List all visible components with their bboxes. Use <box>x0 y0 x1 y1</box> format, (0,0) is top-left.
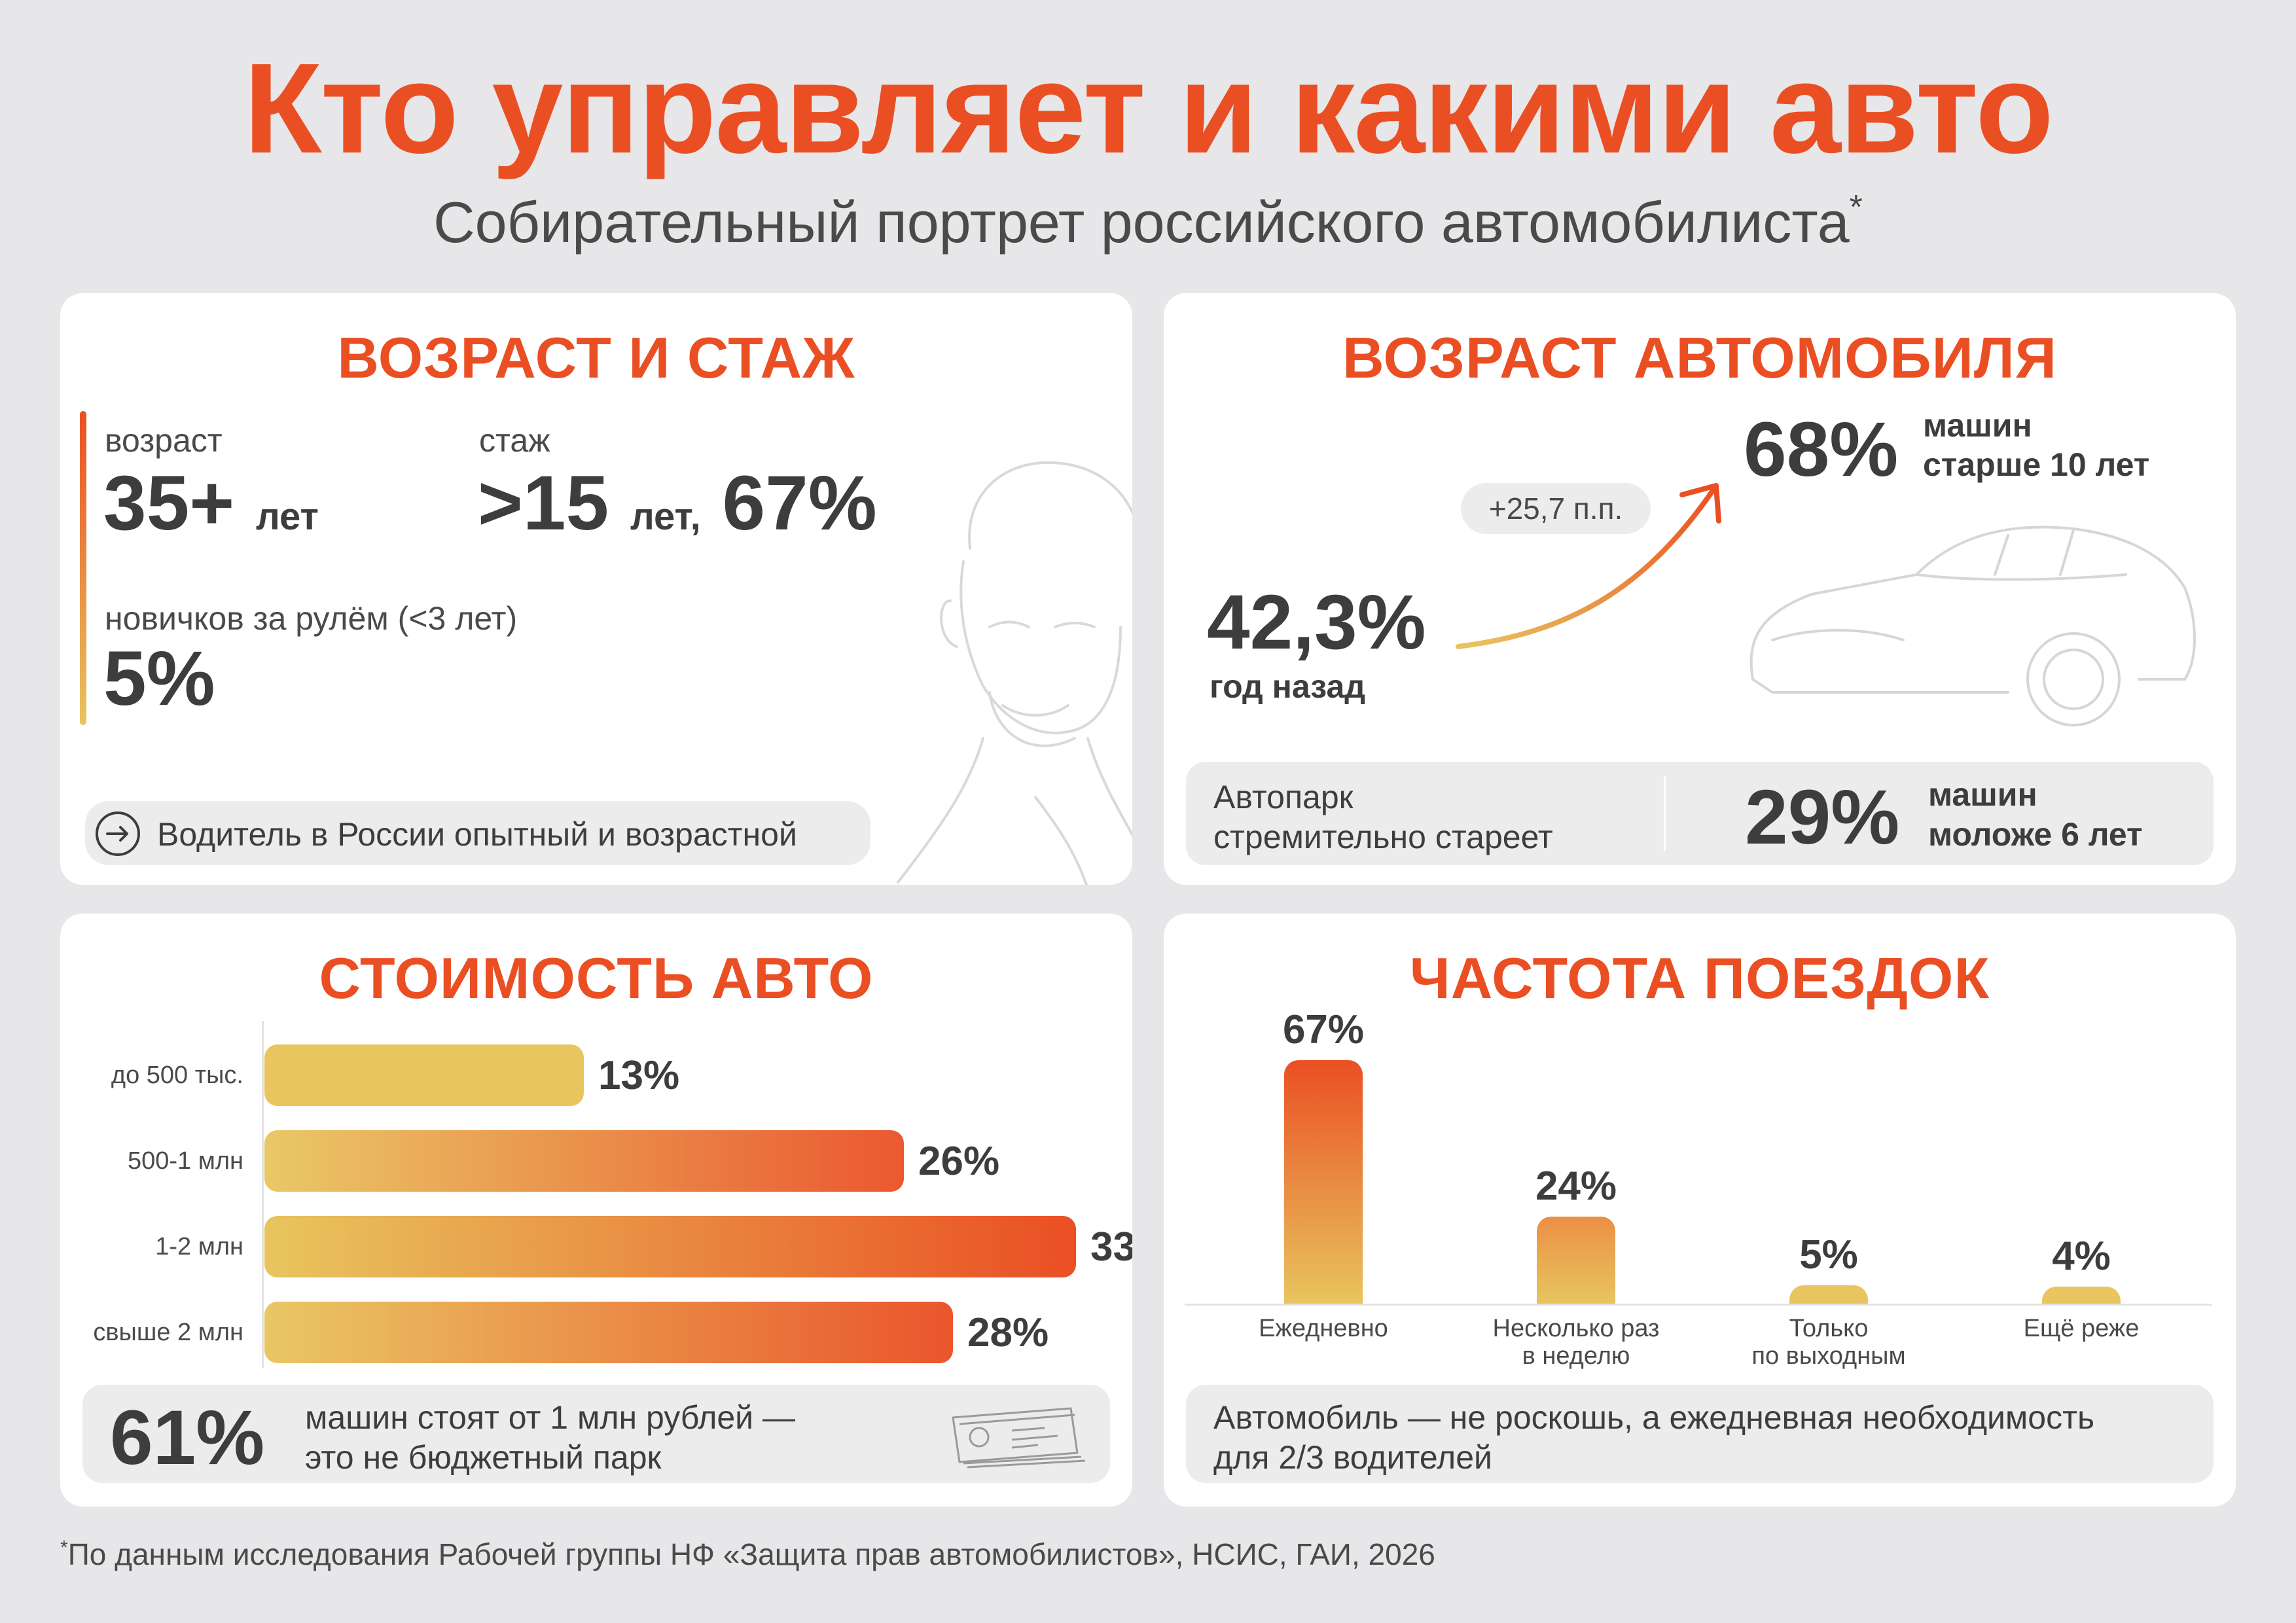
cost-category-label: свыше 2 млн <box>93 1319 243 1346</box>
page-subtitle: Собирательный портрет российского автомо… <box>0 188 2296 255</box>
cost-category-label: до 500 тыс. <box>111 1061 243 1089</box>
car-age-footer-left: Автопарк стремительно стареет <box>1213 777 1553 857</box>
novice-label: новичков за рулём (<3 лет) <box>105 600 518 637</box>
trip-frequency-card: ЧАСТОТА ПОЕЗДОК 67% Ежедневно 24% Несколько… <box>1164 914 2236 1507</box>
car-age-card-title: ВОЗРАСТ АВТОМОБИЛЯ <box>1342 325 2057 390</box>
trips-value-label: 4% <box>2052 1234 2111 1279</box>
growth-arrow <box>1456 483 1721 649</box>
trips-category-label: Только по выходным <box>1717 1315 1940 1370</box>
car-age-now-text-2: старше 10 лет <box>1923 446 2150 483</box>
trips-category-label: Ещё реже <box>1970 1315 2193 1343</box>
experience-share: 67% <box>722 460 877 546</box>
trips-value-label: 24% <box>1535 1164 1617 1209</box>
cost-footer-text-2: это не бюджетный парк <box>305 1439 662 1476</box>
trips-footer-text-1: Автомобиль — не роскошь, а ежедневная не… <box>1213 1399 2095 1436</box>
trips-category-line: в неделю <box>1522 1342 1630 1370</box>
car-age-footer-divider <box>1664 776 1666 851</box>
trips-footer-pill: Автомобиль — не роскошь, а ежедневная не… <box>1186 1385 2214 1483</box>
trips-footer-text: Автомобиль — не роскошь, а ежедневная не… <box>1213 1398 2094 1478</box>
trip-frequency-card-title: ЧАСТОТА ПОЕЗДОК <box>1409 946 1990 1010</box>
age-summary-text: Водитель в России опытный и возрастной <box>157 816 797 853</box>
experience-value: >15 лет, 67% <box>478 465 877 542</box>
cost-footer-text-1: машин стоят от 1 млн рублей — <box>305 1399 795 1436</box>
age-unit: лет <box>255 495 319 538</box>
footnote-text: По данным исследования Рабочей группы НФ… <box>67 1537 1435 1571</box>
car-age-footer-pill: Автопарк стремительно стареет 29% машин … <box>1186 762 2214 865</box>
trips-category-label: Несколько раз в неделю <box>1465 1315 1687 1370</box>
car-age-now-text-1: машин <box>1923 407 2032 444</box>
cost-footer-value: 61% <box>110 1395 265 1481</box>
car-age-prev-label: год назад <box>1210 668 1366 705</box>
banknotes-icon <box>952 1407 1086 1469</box>
trips-bar <box>1789 1285 1868 1304</box>
trips-category-line: Несколько раз <box>1492 1315 1660 1342</box>
trips-bar <box>2042 1287 2121 1304</box>
delta-badge: +25,7 п.п. <box>1461 483 1651 534</box>
cost-value-label: 26% <box>918 1139 1000 1184</box>
car-outline-icon <box>1749 526 2196 726</box>
subtitle-text: Собирательный портрет российского автомо… <box>433 190 1850 255</box>
arrow-right-circle-icon <box>96 812 140 856</box>
man-portrait-icon <box>897 461 1132 885</box>
trips-category-label: Ежедневно <box>1212 1315 1435 1343</box>
trips-category-line: Только <box>1789 1315 1869 1342</box>
cost-bar <box>264 1216 1076 1277</box>
trips-category-line: Ежедневно <box>1259 1315 1388 1342</box>
experience-label: стаж <box>479 422 550 459</box>
trips-footer-text-2: для 2/3 водителей <box>1213 1439 1492 1476</box>
car-cost-card: СТОИМОСТЬ АВТО до 500 тыс. 13% 500-1 млн 26… <box>60 914 1132 1507</box>
footnote-mark: * <box>60 1537 68 1559</box>
cost-footer-text: машин стоят от 1 млн рублей — это не бюд… <box>305 1398 795 1478</box>
age-number: 35+ <box>103 460 235 546</box>
trips-bar <box>1284 1060 1363 1304</box>
car-age-now-text: машин старше 10 лет <box>1923 406 2149 484</box>
page-title: Кто управляет и какими авто <box>243 37 2054 180</box>
trips-value-label: 67% <box>1282 1007 1365 1052</box>
car-age-footer-value: 29% <box>1745 774 1900 861</box>
cost-bar <box>264 1130 904 1192</box>
age-gradient-bar <box>80 411 86 725</box>
cost-footer-pill: 61% машин стоят от 1 млн рублей — это не… <box>82 1385 1110 1483</box>
cost-category-label: 1-2 млн <box>155 1233 243 1260</box>
experience-unit: лет, <box>630 495 701 538</box>
age-value: 35+ лет <box>103 465 319 542</box>
footnote: *По данным исследования Рабочей группы Н… <box>60 1537 1435 1572</box>
car-age-prev-value: 42,3% <box>1207 579 1426 666</box>
car-age-footer-right-2: моложе 6 лет <box>1928 816 2143 853</box>
cost-axis-line <box>262 1021 264 1368</box>
trips-value-label: 5% <box>1799 1232 1858 1277</box>
car-age-footer-left-1: Автопарк <box>1213 779 1354 815</box>
cost-category-label: 500-1 млн <box>127 1147 243 1175</box>
trips-category-line: Ещё реже <box>2023 1315 2140 1342</box>
subtitle-footnote-mark: * <box>1849 188 1863 226</box>
cost-value-label: 13% <box>598 1053 680 1098</box>
car-age-now-value: 68% <box>1744 406 1899 493</box>
age-summary-pill: Водитель в России опытный и возрастной <box>85 801 870 865</box>
cost-value-label: 33% <box>1090 1224 1132 1270</box>
cost-value-label: 28% <box>967 1310 1049 1355</box>
novice-value: 5% <box>103 635 215 722</box>
cost-bar <box>264 1302 953 1363</box>
car-age-card: ВОЗРАСТ АВТОМОБИЛЯ 68% машин старше 10 л… <box>1164 293 2236 885</box>
car-age-footer-right-1: машин <box>1928 776 2037 813</box>
age-label: возраст <box>105 422 223 459</box>
trips-category-line: по выходным <box>1751 1342 1906 1370</box>
car-age-footer-right: машин моложе 6 лет <box>1928 775 2143 855</box>
trips-bar <box>1537 1217 1615 1304</box>
delta-text: +25,7 п.п. <box>1488 491 1623 526</box>
age-card-title: ВОЗРАСТ И СТАЖ <box>337 325 855 390</box>
cost-bar <box>264 1044 584 1106</box>
age-experience-card: ВОЗРАСТ И СТАЖ возраст 35+ лет стаж >15 … <box>60 293 1132 885</box>
experience-number: >15 <box>478 460 609 546</box>
car-cost-card-title: СТОИМОСТЬ АВТО <box>319 946 874 1010</box>
trips-baseline <box>1185 1304 2212 1306</box>
car-age-footer-left-2: стремительно стареет <box>1213 819 1553 855</box>
